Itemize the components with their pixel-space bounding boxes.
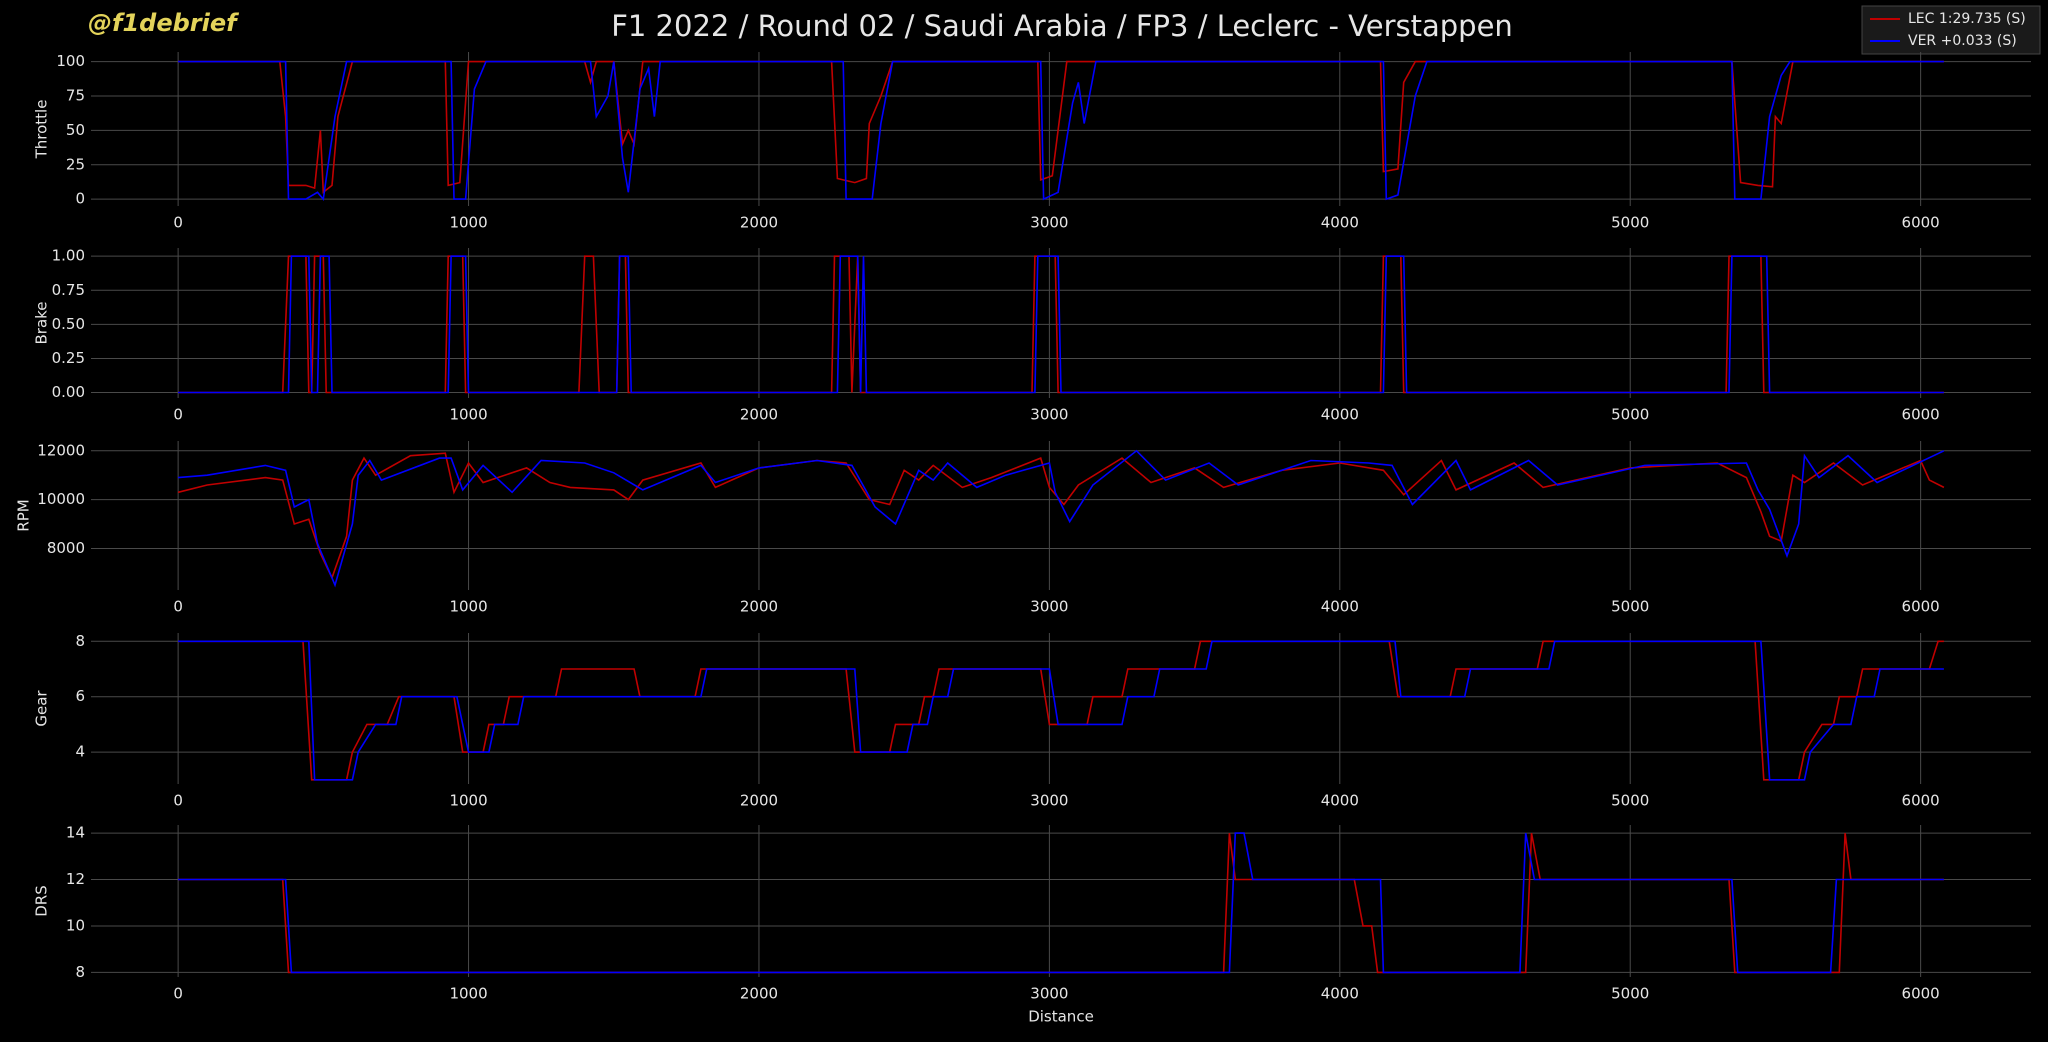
x-tick-label: 5000 bbox=[1611, 406, 1649, 424]
series-line bbox=[178, 640, 1944, 781]
x-tick-label: 6000 bbox=[1902, 214, 1940, 232]
series-line bbox=[178, 640, 1944, 781]
x-tick-label: 1000 bbox=[449, 792, 487, 810]
x-tick-label: 6000 bbox=[1902, 985, 1940, 1003]
title: F1 2022 / Round 02 / Saudi Arabia / FP3 … bbox=[611, 9, 1513, 43]
x-tick-label: 0 bbox=[173, 214, 183, 232]
y-tick-label: 14 bbox=[66, 824, 85, 842]
x-tick-label: 1000 bbox=[449, 985, 487, 1003]
y-tick-label: 0 bbox=[75, 190, 85, 208]
x-tick-label: 2000 bbox=[740, 598, 778, 616]
watermark: @f1debrief bbox=[88, 9, 239, 37]
y-tick-label: 1.00 bbox=[52, 247, 85, 265]
legend-label: LEC 1:29.735 (S) bbox=[1908, 11, 2026, 27]
y-tick-label: 75 bbox=[66, 87, 85, 105]
x-tick-label: 1000 bbox=[449, 406, 487, 424]
x-tick-label: 6000 bbox=[1902, 792, 1940, 810]
y-tick-label: 0.50 bbox=[52, 315, 85, 333]
y-tick-label: 10 bbox=[66, 916, 85, 934]
x-tick-label: 4000 bbox=[1321, 792, 1359, 810]
x-tick-label: 3000 bbox=[1030, 214, 1068, 232]
x-tick-label: 1000 bbox=[449, 598, 487, 616]
x-tick-label: 5000 bbox=[1611, 598, 1649, 616]
y-tick-label: 4 bbox=[75, 743, 85, 761]
y-tick-label: 100 bbox=[56, 52, 85, 70]
y-axis-label: RPM bbox=[15, 499, 33, 531]
y-axis-label: DRS bbox=[33, 885, 51, 917]
legend-box bbox=[1861, 5, 2041, 55]
y-tick-label: 8 bbox=[75, 632, 85, 650]
y-tick-label: 0.25 bbox=[52, 349, 85, 367]
x-tick-label: 5000 bbox=[1611, 214, 1649, 232]
y-tick-label: 10000 bbox=[37, 490, 85, 508]
y-tick-label: 0.75 bbox=[52, 281, 85, 299]
x-tick-label: 0 bbox=[173, 598, 183, 616]
series-line bbox=[178, 832, 1944, 974]
x-tick-label: 3000 bbox=[1030, 598, 1068, 616]
y-tick-label: 0.00 bbox=[52, 383, 85, 401]
x-tick-label: 4000 bbox=[1321, 214, 1359, 232]
x-tick-label: 2000 bbox=[740, 985, 778, 1003]
x-tick-label: 4000 bbox=[1321, 406, 1359, 424]
x-tick-label: 3000 bbox=[1030, 792, 1068, 810]
y-tick-label: 6 bbox=[75, 687, 85, 705]
x-tick-label: 2000 bbox=[740, 406, 778, 424]
y-tick-label: 50 bbox=[66, 121, 85, 139]
x-tick-label: 3000 bbox=[1030, 985, 1068, 1003]
x-tick-label: 2000 bbox=[740, 792, 778, 810]
y-tick-label: 8000 bbox=[47, 539, 85, 557]
x-tick-label: 6000 bbox=[1902, 406, 1940, 424]
x-tick-label: 1000 bbox=[449, 214, 487, 232]
series-line bbox=[178, 60, 1944, 201]
x-axis-label: Distance bbox=[1028, 1008, 1094, 1026]
y-tick-label: 12 bbox=[66, 870, 85, 888]
x-tick-label: 3000 bbox=[1030, 406, 1068, 424]
series-line bbox=[178, 449, 1945, 588]
x-tick-label: 5000 bbox=[1611, 985, 1649, 1003]
y-tick-label: 25 bbox=[66, 155, 85, 173]
y-tick-label: 8 bbox=[75, 963, 85, 981]
y-axis-label: Brake bbox=[33, 301, 51, 344]
y-axis-label: Gear bbox=[33, 690, 51, 727]
x-tick-label: 0 bbox=[173, 406, 183, 424]
x-tick-label: 0 bbox=[173, 792, 183, 810]
y-axis-label: Throttle bbox=[33, 100, 51, 160]
x-tick-label: 5000 bbox=[1611, 792, 1649, 810]
x-tick-label: 2000 bbox=[740, 214, 778, 232]
legend-label: VER +0.033 (S) bbox=[1908, 33, 2017, 49]
x-tick-label: 0 bbox=[173, 985, 183, 1003]
x-tick-label: 6000 bbox=[1902, 598, 1940, 616]
y-tick-label: 12000 bbox=[37, 441, 85, 459]
series-line bbox=[178, 255, 1944, 394]
series-line bbox=[177, 452, 1945, 580]
x-tick-label: 4000 bbox=[1321, 598, 1359, 616]
x-tick-label: 4000 bbox=[1321, 985, 1359, 1003]
